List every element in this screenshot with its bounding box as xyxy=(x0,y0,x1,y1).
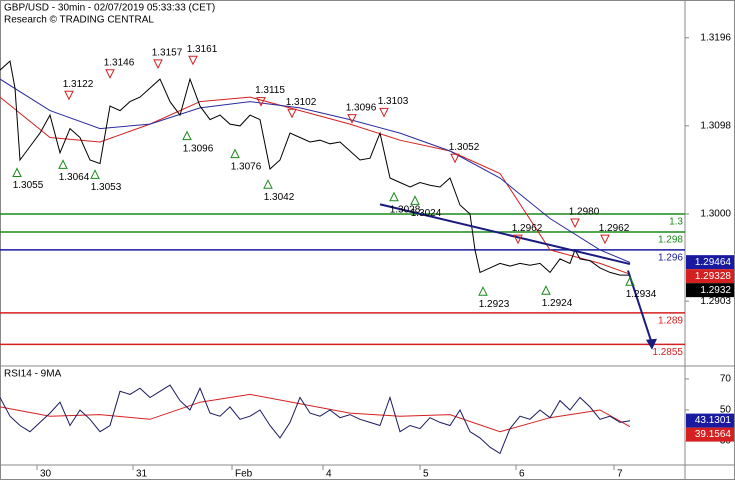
pivot-label: 1.2924 xyxy=(542,298,573,309)
pivot-label: 1.3024 xyxy=(411,208,442,219)
pivot-label: 1.3161 xyxy=(187,44,218,55)
arrow-head xyxy=(646,338,657,350)
x-tick-label: 6 xyxy=(519,469,525,480)
y-tick-label: 1.3098 xyxy=(700,121,731,132)
level-label: 1.3 xyxy=(669,217,683,228)
last-value-box xyxy=(686,269,734,284)
pivot-label: 1.3053 xyxy=(91,182,122,193)
pivot-label: 1.2980 xyxy=(569,207,600,218)
pivot-high xyxy=(256,97,266,107)
pivot-high xyxy=(347,114,357,124)
pivot-label: 1.3096 xyxy=(346,102,377,113)
pivot-high xyxy=(287,108,297,119)
pivot-high xyxy=(188,55,198,66)
pivot-low xyxy=(230,148,240,159)
pivot-low xyxy=(410,195,420,205)
y-tick-label: 50 xyxy=(720,405,732,416)
pivot-label: 1.2962 xyxy=(599,223,630,234)
pivot-low xyxy=(389,191,399,202)
last-value-label: 43.1301 xyxy=(695,415,732,426)
pivot-label: 1.3042 xyxy=(264,192,295,203)
pivot-label: 1.3064 xyxy=(59,172,90,183)
pivot-high xyxy=(153,59,163,69)
y-tick-label: 1.2903 xyxy=(700,296,731,307)
pivot-label: 1.3096 xyxy=(183,143,214,154)
level-label: 1.2855 xyxy=(652,347,683,358)
pivot-low xyxy=(263,179,273,189)
pivot-low xyxy=(182,130,192,141)
pivot-label: 1.3028 xyxy=(390,204,421,215)
pivot-label: 1.3103 xyxy=(378,96,409,107)
y-tick-label: 70 xyxy=(720,374,732,385)
last-value-box xyxy=(686,427,734,442)
rsi-title: RSI14 - 9MA xyxy=(4,369,62,380)
last-value-label: 39.1564 xyxy=(695,429,732,440)
chart-subtitle: Research © TRADING CENTRAL xyxy=(4,15,154,26)
y-tick-label: 1.3000 xyxy=(700,209,731,220)
last-value-box xyxy=(686,413,734,428)
level-label: 1.298 xyxy=(658,235,683,246)
pivot-low xyxy=(90,169,100,179)
moving-average xyxy=(0,78,631,263)
last-value-box xyxy=(686,255,734,270)
chart-title: GBP/USD - 30min - 02/07/2019 05:33:33 (C… xyxy=(4,3,215,14)
moving-average xyxy=(0,96,631,275)
moving-average xyxy=(0,393,631,433)
price-line xyxy=(0,384,631,455)
pivot-label: 1.2962 xyxy=(512,223,543,234)
forecast-arrow xyxy=(627,270,653,345)
pivot-high xyxy=(105,69,115,79)
pivot-label: 1.3146 xyxy=(104,57,135,68)
pivot-high xyxy=(513,234,523,245)
pivot-low xyxy=(58,159,68,169)
x-tick-label: 7 xyxy=(617,469,623,480)
pivot-label: 1.3052 xyxy=(449,142,480,153)
level-label: 1.289 xyxy=(658,315,683,326)
last-value-label: 1.29328 xyxy=(695,271,732,282)
pivot-low xyxy=(541,285,551,295)
last-value-box xyxy=(686,283,734,298)
last-value-label: 1.29464 xyxy=(695,257,732,268)
pivot-low xyxy=(12,167,22,178)
trendline xyxy=(379,203,631,266)
last-value-label: 1.2932 xyxy=(700,285,731,296)
x-tick-label: 4 xyxy=(326,469,332,480)
x-tick-label: 30 xyxy=(40,469,52,480)
pivot-label: 1.3055 xyxy=(13,180,44,191)
pivot-label: 1.3102 xyxy=(286,97,317,108)
x-tick-label: 5 xyxy=(423,469,429,480)
pivot-high xyxy=(64,90,74,101)
pivot-label: 1.3115 xyxy=(255,85,285,96)
pivot-low xyxy=(478,286,488,296)
pivot-label: 1.2934 xyxy=(626,289,657,300)
y-tick-label: 1.3196 xyxy=(700,32,731,43)
pivot-high xyxy=(379,107,389,118)
pivot-label: 1.3122 xyxy=(63,79,94,90)
level-label: 1.296 xyxy=(658,253,683,264)
x-tick-label: Feb xyxy=(235,469,253,480)
pivot-high xyxy=(570,218,580,229)
pivot-label: 1.2923 xyxy=(479,299,510,310)
x-tick-label: 31 xyxy=(136,469,148,480)
price-line xyxy=(0,60,630,276)
pivot-high xyxy=(450,153,460,164)
pivot-label: 1.3076 xyxy=(231,161,262,172)
pivot-low xyxy=(625,276,635,286)
pivot-label: 1.3157 xyxy=(152,47,183,58)
pivot-high xyxy=(600,234,610,245)
